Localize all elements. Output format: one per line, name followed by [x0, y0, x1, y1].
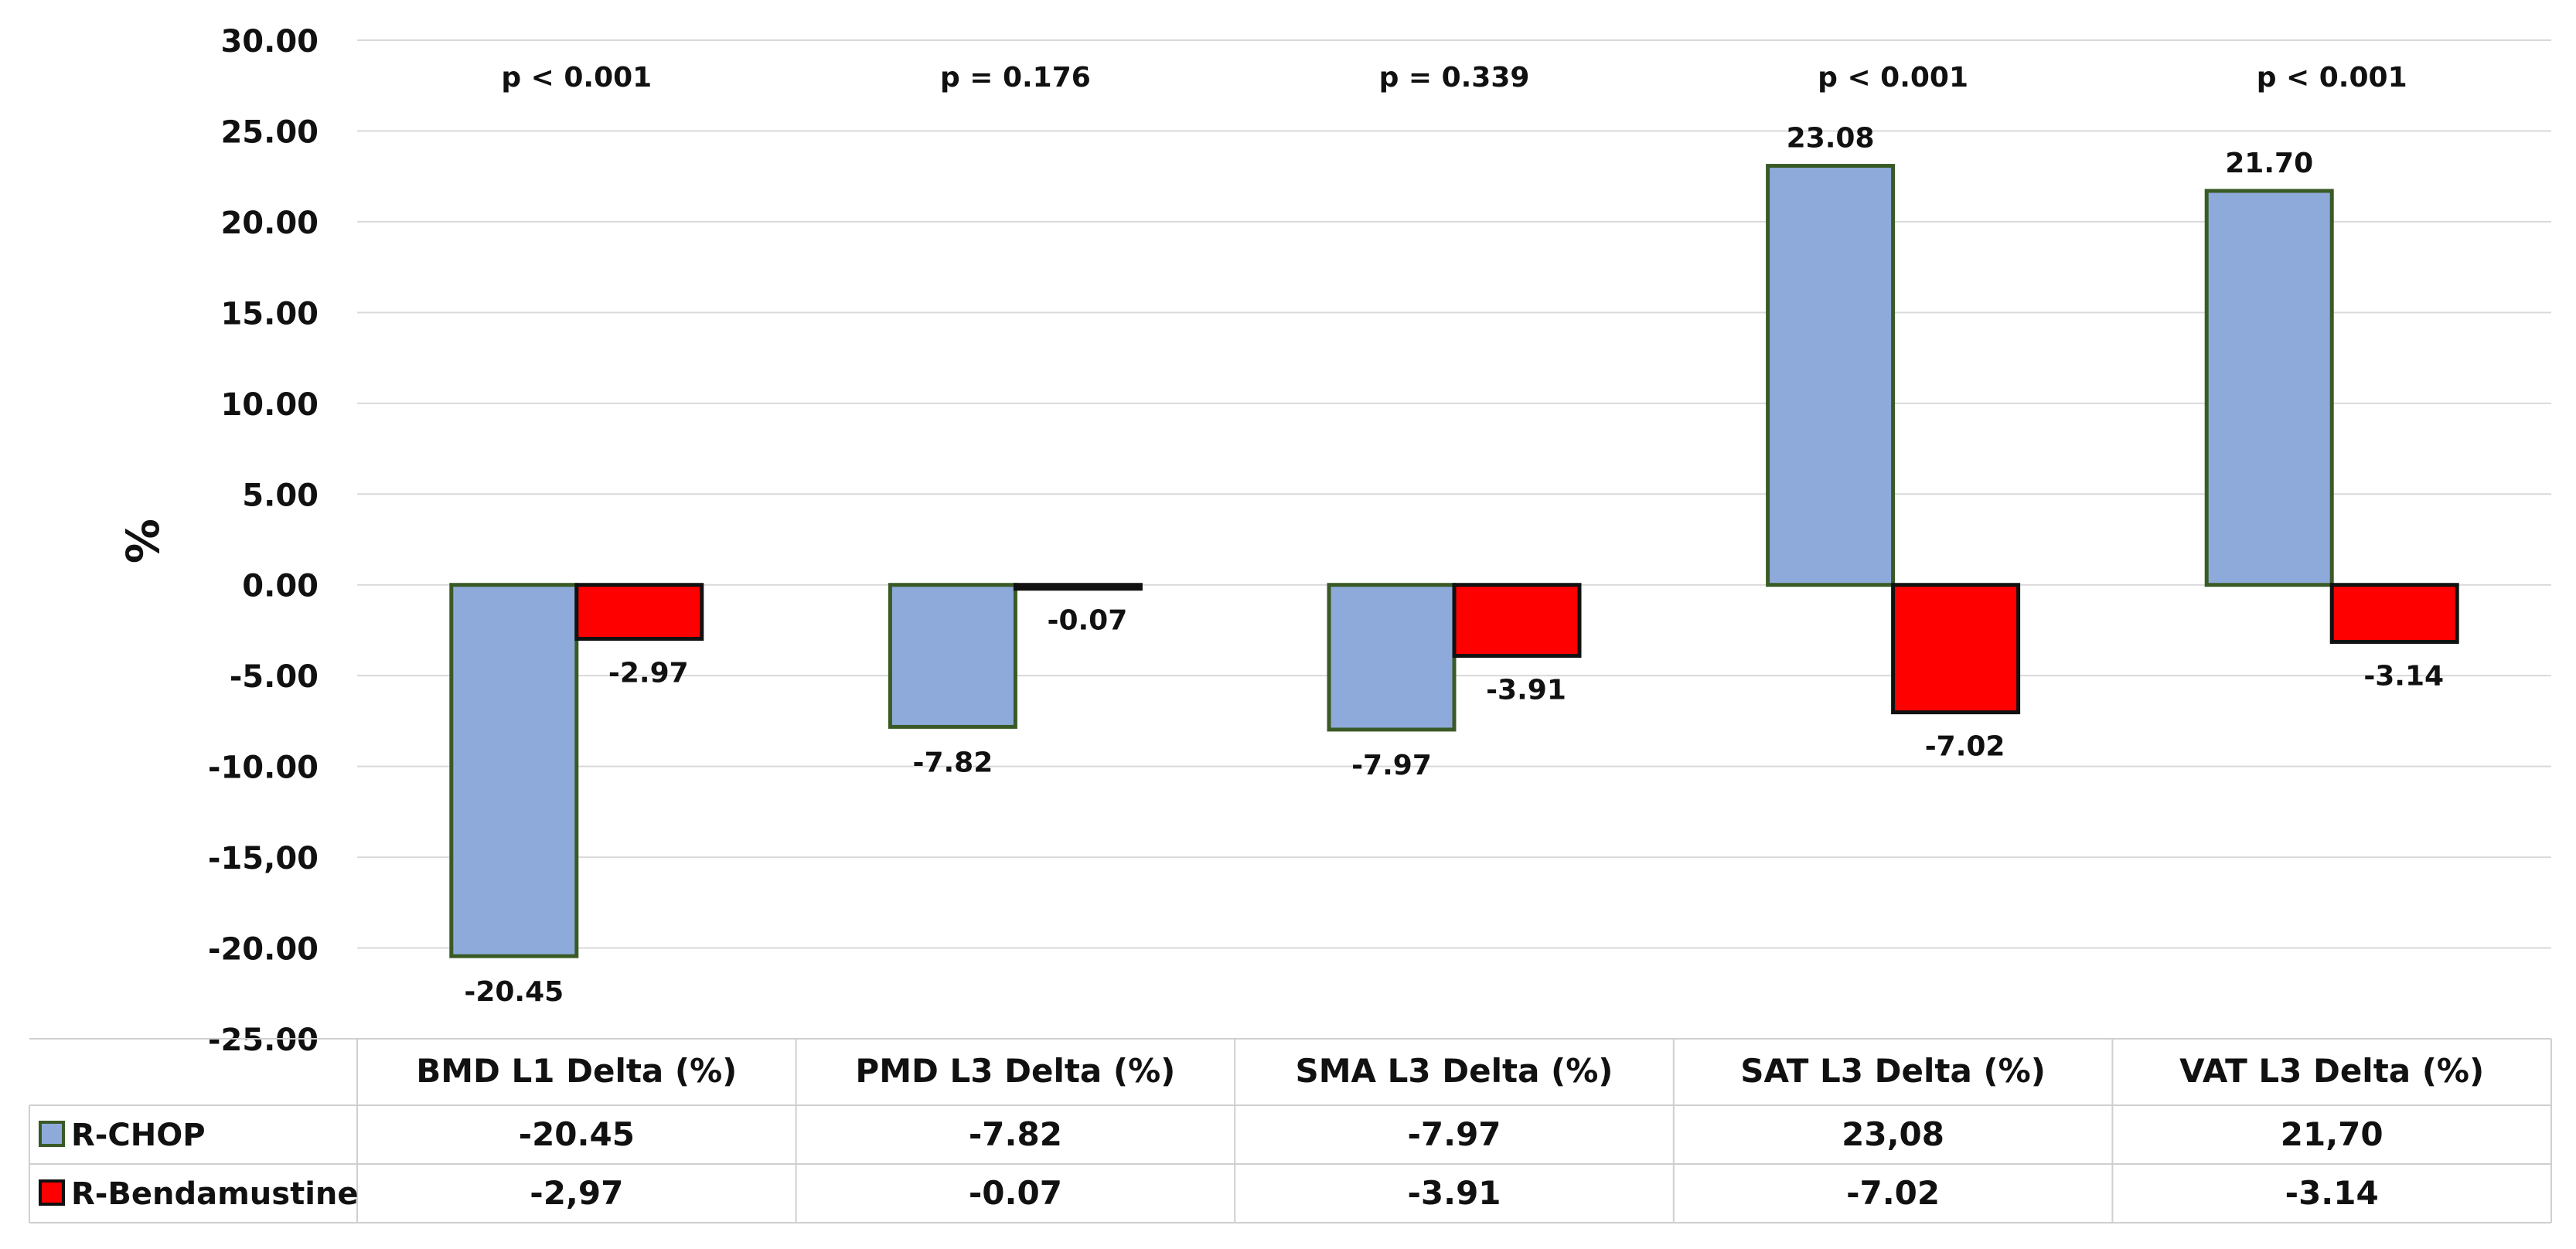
y-tick-label: -15,00: [208, 841, 319, 876]
p-value-label: p < 0.001: [2257, 62, 2407, 94]
y-tick-label: 20.00: [220, 206, 319, 241]
y-tick-label: -5.00: [230, 659, 319, 695]
data-label: -3.91: [1486, 675, 1566, 706]
y-tick-label: -20.00: [208, 932, 319, 968]
data-label: 21.70: [2225, 148, 2313, 179]
p-value-label: p < 0.001: [1818, 62, 1968, 94]
y-tick-label: 30.00: [220, 24, 319, 60]
y-tick-label: 10.00: [220, 387, 319, 423]
data-label: -7.02: [1925, 731, 2005, 763]
data-label: -20.45: [464, 976, 564, 1008]
table-cell-value: 21,70: [2281, 1115, 2383, 1153]
y-tick-label: 15.00: [220, 296, 319, 332]
legend-swatch-r-bendamustine: [39, 1179, 65, 1206]
table-cell-value: -3.14: [2285, 1174, 2379, 1212]
table-cell-value: -3.91: [1407, 1174, 1501, 1212]
bar-r-bendamustine: [2329, 583, 2459, 644]
p-value-label: p < 0.001: [501, 62, 652, 94]
bar-r-chop: [1766, 164, 1896, 587]
y-tick-label: 0.00: [242, 569, 319, 604]
table-cell-value: -7.97: [1407, 1115, 1501, 1153]
y-tick-label: -25.00: [208, 1023, 319, 1058]
y-tick-label: 25.00: [220, 114, 319, 150]
table-cell-value: -7.02: [1846, 1174, 1940, 1212]
data-label: -0.07: [1048, 604, 1128, 636]
table-cell-value: -20.45: [519, 1115, 635, 1153]
category-label: VAT L3 Delta (%): [2179, 1052, 2484, 1090]
data-label: -7.97: [1351, 750, 1432, 781]
category-label: PMD L3 Delta (%): [855, 1052, 1175, 1090]
table-cell-value: 23,08: [1842, 1115, 1944, 1153]
legend-swatch-r-chop: [39, 1121, 65, 1147]
bar-r-bendamustine: [1452, 583, 1582, 659]
bar-r-chop: [1327, 583, 1457, 732]
table-cell-value: -0.07: [969, 1174, 1062, 1212]
category-label: SAT L3 Delta (%): [1740, 1052, 2046, 1090]
bar-r-bendamustine: [1013, 583, 1143, 591]
bar-r-chop: [449, 583, 579, 958]
bar-r-bendamustine: [1891, 583, 2021, 715]
y-axis-title: %: [117, 519, 169, 563]
legend-label-r-chop: R-CHOP: [71, 1118, 206, 1153]
category-label: SMA L3 Delta (%): [1295, 1052, 1613, 1090]
data-label: 23.08: [1787, 123, 1875, 155]
p-value-label: p = 0.339: [1379, 62, 1530, 94]
legend-label-r-bendamustine: R-Bendamustine: [71, 1176, 359, 1212]
bar-r-chop: [2204, 189, 2334, 587]
y-tick-label: -10.00: [208, 750, 319, 786]
data-label: -7.82: [913, 747, 993, 778]
table-cell-value: -7.82: [969, 1115, 1062, 1153]
category-label: BMD L1 Delta (%): [416, 1052, 737, 1090]
table-cell-value: -2,97: [530, 1174, 623, 1212]
bar-r-chop: [888, 583, 1017, 729]
bar-r-bendamustine: [574, 583, 704, 641]
p-value-label: p = 0.176: [940, 62, 1091, 94]
data-label: -3.14: [2363, 660, 2444, 692]
y-tick-label: 5.00: [242, 478, 319, 513]
data-label: -2.97: [608, 657, 689, 689]
